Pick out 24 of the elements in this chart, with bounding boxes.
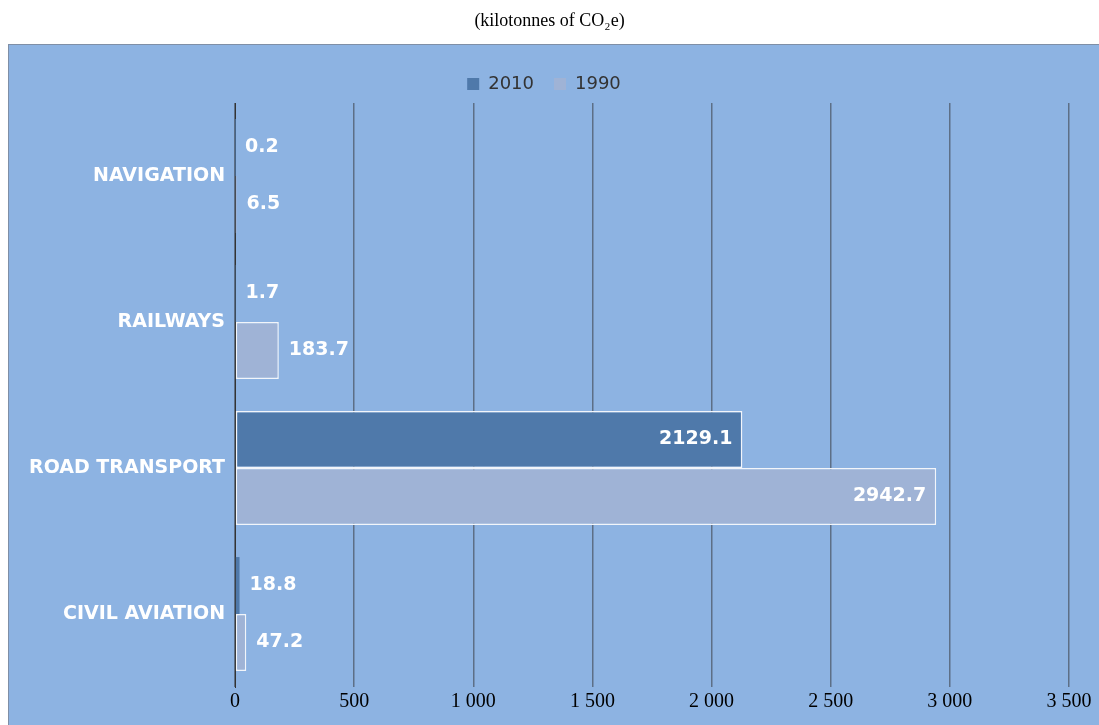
x-tick-label: 2 000: [689, 689, 735, 712]
data-label: 2129.1: [659, 426, 733, 449]
data-label: 0.2: [245, 134, 279, 157]
legend-label: 1990: [575, 71, 621, 93]
x-tick-label: 1 000: [450, 689, 496, 712]
data-label: 183.7: [288, 337, 349, 360]
data-label: 1.7: [245, 280, 280, 303]
x-tick-label: 3 500: [1046, 689, 1092, 712]
chart-title: (kilotonnes of CO₂e): [473, 9, 626, 32]
data-label: 47.2: [256, 629, 304, 652]
y-tick-label: NAVIGATION: [93, 162, 226, 185]
x-tick-label: 2 500: [808, 689, 854, 712]
data-label: 18.8: [249, 572, 297, 595]
bar: [235, 557, 240, 614]
y-tick-label: ROAD TRANSPORT: [29, 454, 226, 477]
x-tick-label: 0: [230, 689, 241, 712]
x-tick-label: 3 000: [927, 689, 973, 712]
data-label: 2942.7: [852, 483, 927, 506]
y-tick-label: RAILWAYS: [117, 308, 226, 331]
data-label: 6.5: [246, 191, 281, 214]
x-tick-label: 500: [339, 689, 370, 712]
legend-label: 2010: [488, 71, 534, 93]
x-tick-label: 1 500: [569, 689, 615, 712]
y-tick-label: CIVIL AVIATION: [63, 600, 226, 623]
